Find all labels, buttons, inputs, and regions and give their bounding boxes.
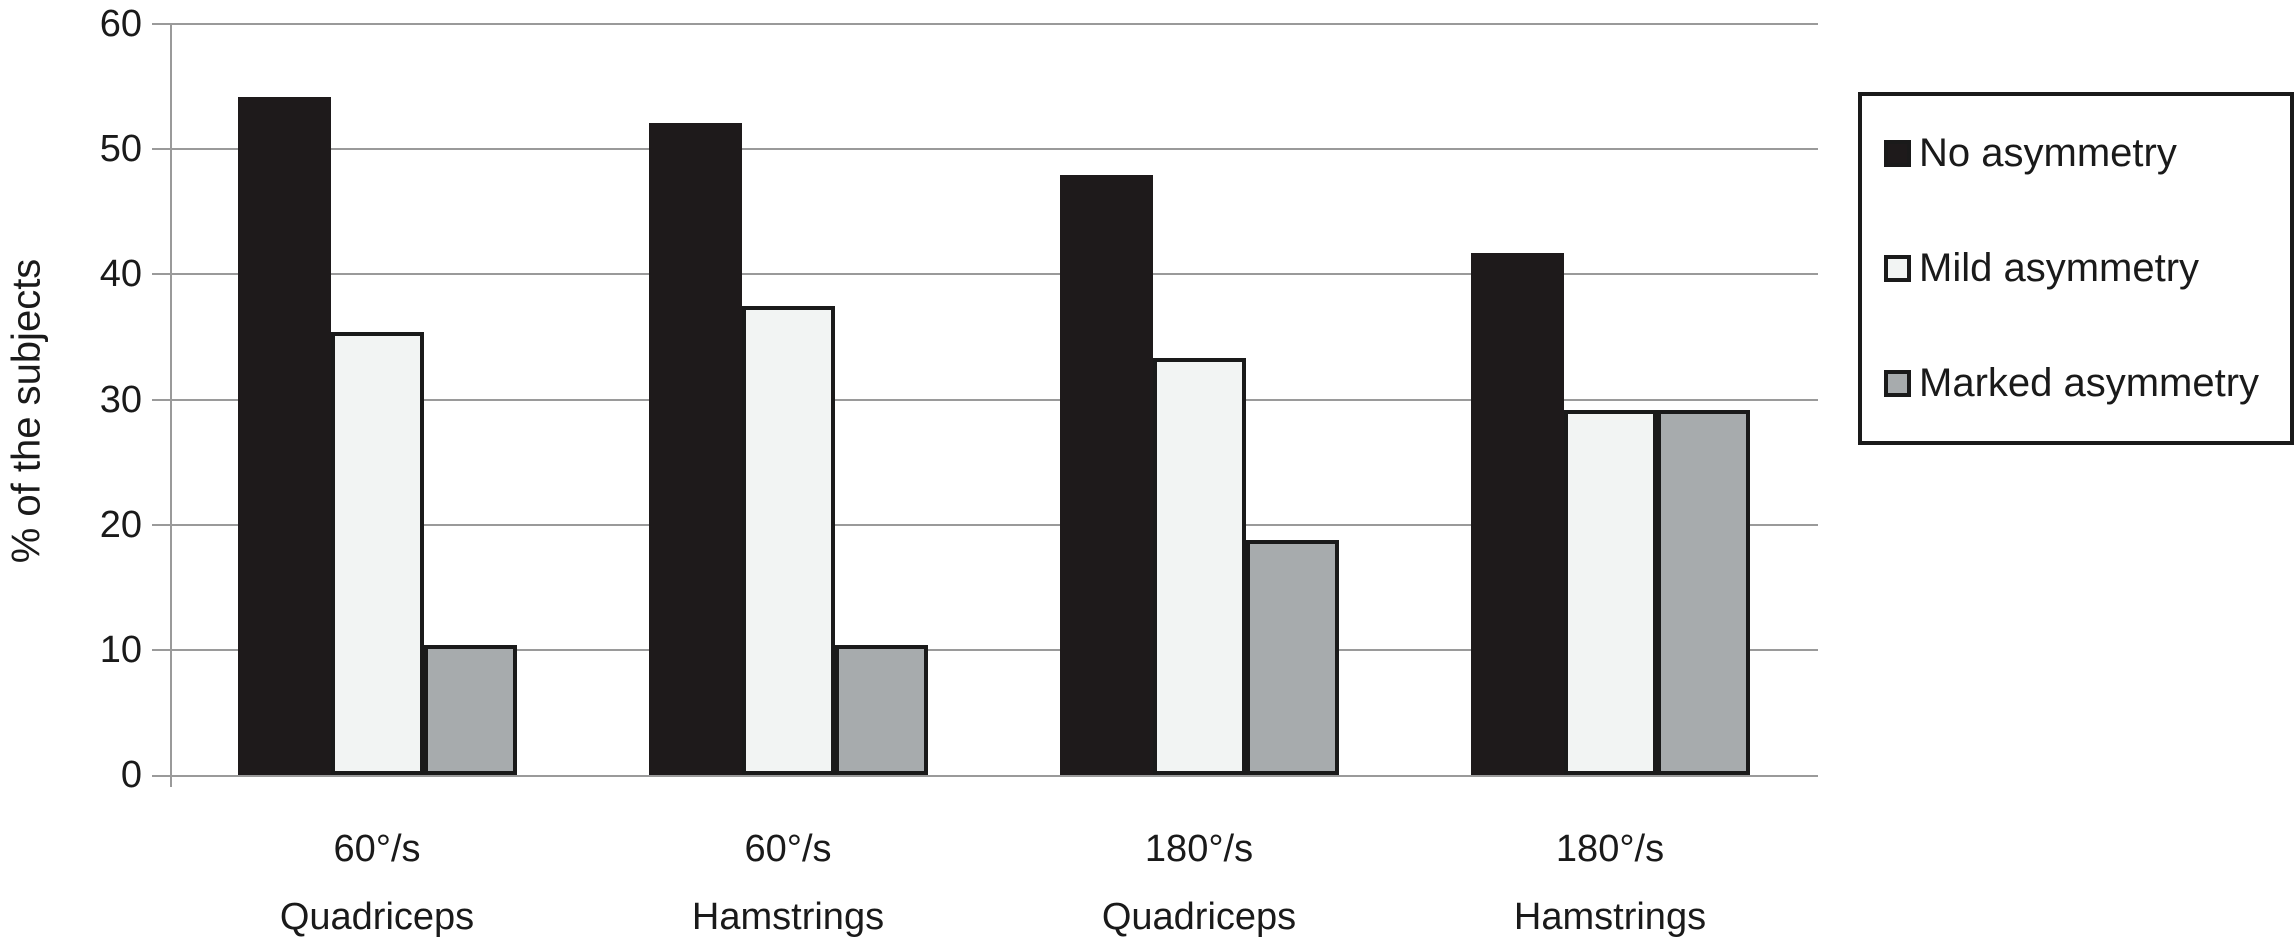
x-label-speed: 180°/s [1144,828,1254,870]
legend-swatch-no-asymmetry [1884,140,1911,167]
bar-group [1060,24,1339,775]
y-tick-label: 20 [99,503,142,546]
legend-item-no-asymmetry: No asymmetry [1884,131,2290,176]
bar-mild-asymmetry [742,305,835,775]
bar-marked-asymmetry [424,644,517,775]
y-tick-label: 50 [99,128,142,171]
bar-group [649,24,928,775]
gridline [152,148,1818,151]
y-tick-label: 0 [120,754,142,796]
legend-swatch-mild-asymmetry [1884,255,1911,282]
legend-label-mild-asymmetry: Mild asymmetry [1919,246,2200,290]
y-tick-label: 40 [99,253,142,296]
x-label-speed: 180°/s [1555,828,1665,870]
bar-marked-asymmetry [1657,409,1750,775]
x-label-speed: 60°/s [333,828,421,870]
legend: No asymmetry Mild asymmetry Marked asymmet… [1858,92,2294,445]
gridline [152,23,1818,25]
gridline [152,648,1818,651]
gridline [152,273,1818,276]
y-tick-label: 10 [99,628,142,671]
x-label-speed: 60°/s [744,828,832,870]
gridline [152,523,1818,526]
gridline [152,398,1818,401]
legend-label-marked-asymmetry: Marked asymmetry [1919,361,2260,405]
bar-marked-asymmetry [835,644,928,775]
bar-no-asymmetry [1471,253,1564,775]
bar-no-asymmetry [1060,175,1153,775]
bar-mild-asymmetry [1564,409,1657,775]
bar-group [1471,24,1750,775]
legend-item-marked-asymmetry: Marked asymmetry [1884,361,2290,406]
x-label-muscle: Hamstrings [691,896,885,938]
legend-label-no-asymmetry: No asymmetry [1919,131,2177,175]
bar-no-asymmetry [649,122,742,775]
legend-swatch-marked-asymmetry [1884,370,1911,397]
y-tick-label: 60 [99,3,142,45]
bar-mild-asymmetry [331,331,424,775]
legend-item-mild-asymmetry: Mild asymmetry [1884,246,2290,291]
bar-no-asymmetry [238,96,331,775]
x-label-muscle: Quadriceps [1101,896,1297,938]
bar-marked-asymmetry [1246,539,1339,775]
bar-mild-asymmetry [1153,358,1246,775]
y-tick-label: 30 [99,378,142,421]
x-label-muscle: Quadriceps [279,896,475,938]
bar-group [238,24,517,775]
plot-area: 0 10 20 30 40 50 60 [100,5,1818,794]
x-label-muscle: Hamstrings [1513,896,1707,938]
